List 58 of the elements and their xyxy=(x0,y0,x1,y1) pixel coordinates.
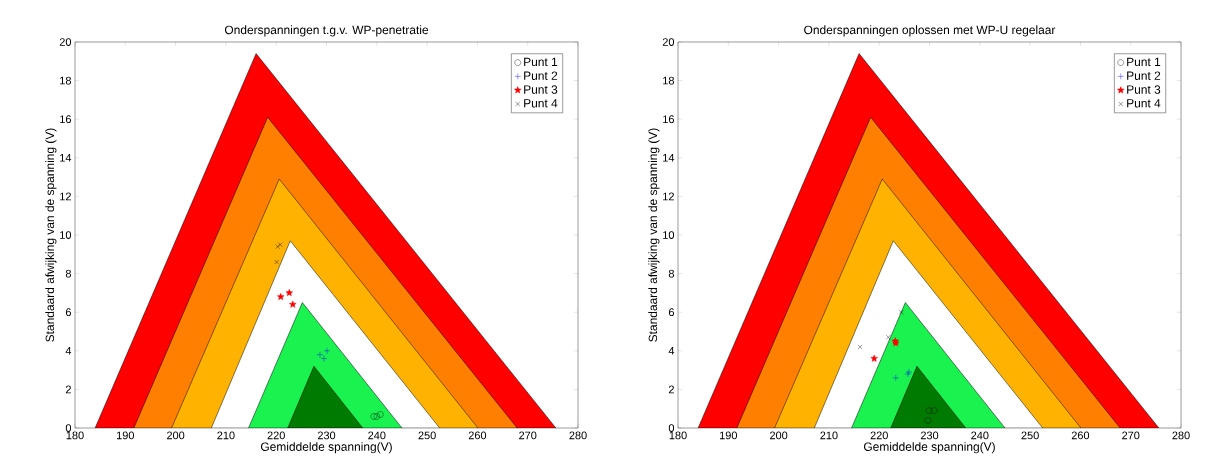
y-tick-label: 6 xyxy=(668,308,674,317)
y-tick-label: 2 xyxy=(668,385,674,394)
x-tick-label: 180 xyxy=(66,431,84,440)
x-tick-label: 240 xyxy=(971,431,989,440)
x-tick-label: 190 xyxy=(719,431,738,440)
x-axis-title: Gemiddelde spanning(V) xyxy=(260,442,392,454)
x-axis-title: Gemiddelde spanning(V) xyxy=(863,442,995,454)
y-tick-label: 12 xyxy=(663,192,674,201)
legend-label: Punt 3 xyxy=(524,85,558,94)
y-tick-label: 14 xyxy=(60,154,72,162)
x-tick-label: 190 xyxy=(116,431,134,440)
y-tick-label: 0 xyxy=(65,424,72,432)
x-tick-label: 230 xyxy=(317,431,336,440)
y-tick-label: 8 xyxy=(668,269,674,278)
y-tick-label: 14 xyxy=(663,154,675,162)
x-tick-label: 240 xyxy=(368,431,386,440)
y-tick-label: 4 xyxy=(668,347,675,355)
x-tick-label: 260 xyxy=(1071,431,1090,440)
legend-label: Punt 2 xyxy=(1127,71,1161,80)
x-tick-label: 180 xyxy=(669,431,687,440)
y-tick-label: 18 xyxy=(663,76,674,85)
x-tick-label: 220 xyxy=(870,431,888,440)
x-tick-label: 200 xyxy=(770,431,788,440)
y-tick-label: 10 xyxy=(60,231,72,239)
x-tick-label: 210 xyxy=(217,431,235,440)
y-axis-title: Standaard afwijking van de spanning (V) xyxy=(45,128,57,342)
y-tick-label: 18 xyxy=(60,76,71,85)
x-tick-label: 270 xyxy=(1122,431,1140,440)
x-tick-label: 250 xyxy=(1021,431,1039,440)
x-tick-label: 280 xyxy=(1172,431,1190,440)
y-tick-label: 4 xyxy=(65,347,72,355)
legend-label: Punt 4 xyxy=(1127,99,1161,108)
legend-label: Punt 3 xyxy=(1127,85,1161,94)
x-tick-label: 260 xyxy=(468,431,487,440)
x-tick-label: 210 xyxy=(820,431,838,440)
y-tick-label: 6 xyxy=(65,308,71,317)
legend-label: Punt 2 xyxy=(524,71,558,80)
y-tick-label: 0 xyxy=(668,424,675,432)
x-tick-label: 280 xyxy=(569,431,587,440)
chart-title: Onderspanningen t.g.v. WP-penetratie xyxy=(224,25,429,37)
y-tick-label: 2 xyxy=(65,385,71,394)
legend-label: Punt 1 xyxy=(524,57,558,67)
legend-label: Punt 1 xyxy=(1127,57,1161,67)
x-tick-label: 220 xyxy=(267,431,285,440)
chart-title: Onderspanningen oplossen met WP-U regelaar xyxy=(804,25,1056,37)
y-tick-label: 20 xyxy=(662,38,675,46)
y-tick-label: 12 xyxy=(60,192,71,201)
x-tick-label: 200 xyxy=(167,431,185,440)
x-tick-label: 230 xyxy=(920,431,939,440)
y-tick-label: 8 xyxy=(65,269,71,278)
y-tick-label: 20 xyxy=(59,38,72,46)
y-tick-label: 16 xyxy=(60,115,71,124)
y-tick-label: 10 xyxy=(663,231,675,239)
y-axis-title: Standaard afwijking van de spanning (V) xyxy=(648,128,660,342)
x-tick-label: 270 xyxy=(519,431,537,440)
legend-label: Punt 4 xyxy=(524,99,558,108)
x-tick-label: 250 xyxy=(418,431,436,440)
y-tick-label: 16 xyxy=(663,115,674,124)
